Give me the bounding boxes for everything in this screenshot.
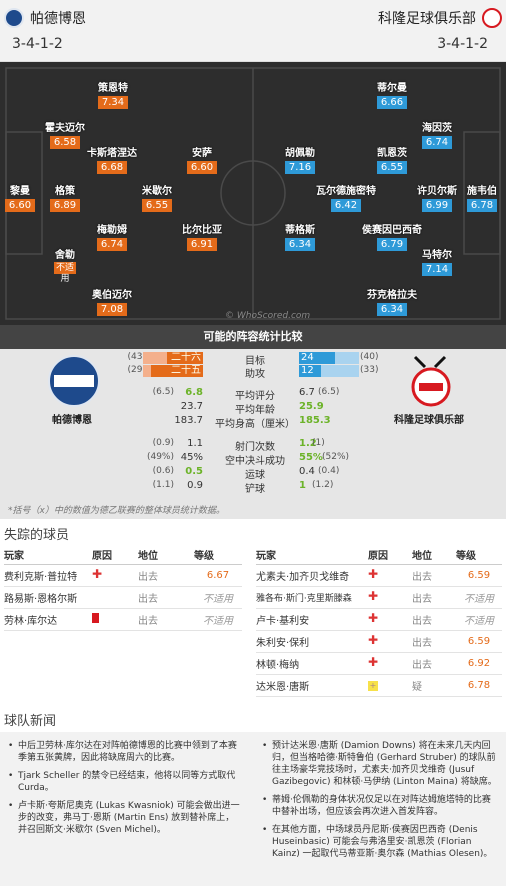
away-player[interactable]: 海因茨 6.74 — [421, 123, 453, 149]
missing-players-title: 失踪的球员 — [4, 528, 70, 543]
home-team-name: 帕德博恩 — [30, 11, 86, 27]
home-player[interactable]: 比尔比亚 6.91 — [182, 225, 222, 251]
away-crest-big-icon — [405, 353, 457, 407]
home-player[interactable]: 米歇尔 6.55 — [141, 186, 173, 212]
away-player[interactable]: 许贝尔斯 6.99 — [417, 186, 457, 212]
away-news-list: 预计达米恩·唐斯 (Damion Downs) 将在未来几天内回归，但当格哈德·… — [262, 740, 498, 866]
away-crest-icon — [482, 8, 502, 28]
home-team-label: 帕德博恩 — [52, 415, 92, 426]
list-item: Tjark Scheller 的禁令已经结束，他将以同等方式取代 Curda。 — [8, 770, 240, 794]
home-formation: 3-4-1-2 — [12, 36, 63, 52]
doubtful-icon: + — [368, 680, 378, 691]
away-team-name: 科隆足球俱乐部 — [378, 11, 476, 27]
away-player[interactable]: 施韦伯 6.78 — [466, 186, 498, 212]
away-player[interactable]: 蒂格斯 6.34 — [284, 225, 316, 251]
home-player[interactable]: 霍夫迈尔 6.58 — [45, 123, 85, 149]
away-missing-table: 玩家 原因 地位 等级 尤素夫·加齐贝戈维奇 ✚ 出去 6.59 雅各布·斯门·… — [256, 546, 502, 697]
table-row[interactable]: 路易斯·恩格尔斯 出去 不适用 — [4, 586, 242, 609]
list-item: 中后卫劳林·库尔达在对阵帕德博恩的比赛中领到了本赛季第五张黄牌，因此将缺席周六的… — [8, 740, 240, 764]
list-item: 预计达米恩·唐斯 (Damion Downs) 将在未来几天内回归，但当格哈德·… — [262, 740, 498, 788]
away-goals-bar: 24 — [299, 352, 359, 364]
home-missing-table: 玩家 原因 地位 等级 费利克斯·普拉特 ✚ 出去 6.67 路易斯·恩格尔斯 … — [4, 546, 242, 631]
injury-icon: ✚ — [368, 611, 379, 625]
away-assists-bar: 12 — [299, 365, 359, 377]
stats-title: 可能的阵容统计比较 — [0, 325, 506, 349]
table-row[interactable]: 尤素夫·加齐贝戈维奇 ✚ 出去 6.59 — [256, 564, 502, 587]
table-row[interactable]: 雅各布·斯门·克里斯滕森 ✚ 出去 不适用 — [256, 586, 502, 609]
watermark: © WhoScored.com — [225, 311, 311, 321]
team-news-title: 球队新闻 — [4, 714, 57, 729]
list-item: 在其他方面，中场球员丹尼斯·侯赛因巴西奇 (Denis Huseinbasic)… — [262, 824, 498, 860]
home-player[interactable]: 梅勒姆 6.74 — [96, 225, 128, 251]
table-header: 玩家 原因 地位 等级 — [4, 546, 242, 565]
home-crest-icon — [4, 8, 24, 28]
away-formation: 3-4-1-2 — [437, 36, 488, 52]
table-row[interactable]: 达米恩·唐斯 + 疑 6.78 — [256, 674, 502, 697]
away-player[interactable]: 芬克格拉夫 6.34 — [367, 290, 417, 316]
pitch-lines — [5, 67, 501, 320]
injury-icon: ✚ — [368, 567, 379, 581]
injury-icon: ✚ — [368, 655, 379, 669]
away-assists-fill — [299, 365, 321, 377]
away-player[interactable]: 蒂尔曼 6.66 — [376, 83, 408, 109]
stat-row-assists: (29) 二十五 助攻 12 (33) — [127, 365, 379, 380]
away-team-label: 科隆足球俱乐部 — [394, 415, 464, 426]
home-player[interactable]: 舍勒 不适 用 — [54, 250, 76, 284]
injury-icon: ✚ — [92, 567, 103, 581]
away-player[interactable]: 马特尔 7.14 — [421, 250, 453, 276]
away-player[interactable]: 侯赛因巴西奇 6.79 — [362, 225, 422, 251]
home-player[interactable]: 策恩特 7.34 — [97, 83, 129, 109]
home-news-list: 中后卫劳林·库尔达在对阵帕德博恩的比赛中领到了本赛季第五张黄牌，因此将缺席周六的… — [8, 740, 240, 842]
stat-row-dribbles: (0.6) 0.5 运球 0.4 (0.4) — [152, 466, 340, 481]
table-row[interactable]: 卢卡·基利安 ✚ 出去 不适用 — [256, 608, 502, 631]
stat-row-goals: (43) 二十六 目标 24 (40) — [127, 352, 379, 367]
away-goals-fill — [299, 352, 335, 364]
lineup-pitch: 策恩特 7.34 霍夫迈尔 6.58 卡斯塔涅达 6.68 安萨 6.60 黎曼… — [0, 62, 506, 325]
home-goals-bar: 二十六 — [143, 352, 203, 364]
lineup-stats-comparison: 可能的阵容统计比较 帕德博恩 科隆足球俱乐部 (43) 二十六 目标 24 (4… — [0, 325, 506, 519]
stats-footnote: *括号（x）中的数值为德乙联赛的整体球员统计数据。 — [8, 506, 225, 516]
table-row[interactable]: 朱利安·保利 ✚ 出去 6.59 — [256, 630, 502, 653]
table-row[interactable]: 费利克斯·普拉特 ✚ 出去 6.67 — [4, 564, 242, 587]
injury-icon: ✚ — [368, 633, 379, 647]
match-header: 帕德博恩 3-4-1-2 科隆足球俱乐部 3-4-1-2 — [0, 0, 506, 62]
table-row[interactable]: 林顿·梅纳 ✚ 出去 6.92 — [256, 652, 502, 675]
home-player[interactable]: 卡斯塔涅达 6.68 — [87, 148, 137, 174]
home-assists-fill — [151, 365, 203, 377]
list-item: 蒂姆·伦佩勒的身体状况仅足以在对阵达姆施塔特的比赛中替补出场，但应该会再次进入首… — [262, 794, 498, 818]
table-header: 玩家 原因 地位 等级 — [256, 546, 502, 565]
home-player[interactable]: 奥伯迈尔 7.08 — [92, 290, 132, 316]
away-player[interactable]: 凯恩茨 6.55 — [376, 148, 408, 174]
away-team-header[interactable]: 科隆足球俱乐部 — [378, 8, 502, 28]
red-card-icon — [92, 612, 99, 623]
stat-row-shots: (0.9) 1.1 射门次数 1.2 (1) — [152, 438, 325, 453]
stat-row-avg-rating: (6.5) 6.8 平均评分 6.7 (6.5) — [152, 387, 340, 402]
away-player[interactable]: 瓦尔德施密特 6.42 — [316, 186, 376, 212]
stat-row-tackles: (1.1) 0.9 铲球 1 (1.2) — [152, 480, 334, 495]
home-team-header[interactable]: 帕德博恩 — [4, 8, 86, 28]
stat-row-aerial: (49%) 45% 空中决斗成功 55% (52%) — [146, 452, 350, 467]
injury-icon: ✚ — [368, 589, 379, 603]
list-item: 卢卡斯·夸斯尼奥克 (Lukas Kwasniok) 可能会做出进一步的改变，弗… — [8, 800, 240, 836]
home-goals-fill — [167, 352, 203, 364]
home-crest-big-icon — [48, 355, 100, 407]
home-player[interactable]: 黎曼 6.60 — [0, 185, 50, 212]
home-player[interactable]: 安萨 6.60 — [172, 147, 232, 174]
home-assists-bar: 二十五 — [143, 365, 203, 377]
home-player[interactable]: 格策 6.89 — [35, 185, 95, 212]
table-row[interactable]: 劳林·库尔达 出去 不适用 — [4, 608, 242, 631]
stat-row-avg-age: 23.7 平均年龄 25.9 — [180, 401, 324, 416]
stat-row-avg-height: 183.7 平均身高（厘米） 185.3 — [174, 415, 331, 430]
away-player[interactable]: 胡佩勒 7.16 — [284, 148, 316, 174]
team-news: 中后卫劳林·库尔达在对阵帕德博恩的比赛中领到了本赛季第五张黄牌，因此将缺席周六的… — [0, 732, 506, 886]
